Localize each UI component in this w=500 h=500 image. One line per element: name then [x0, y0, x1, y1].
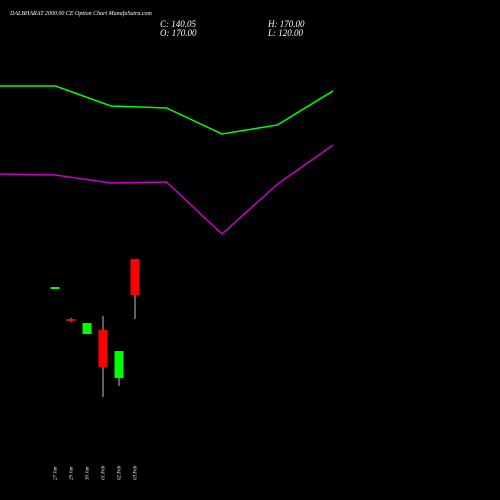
- candle-body: [50, 287, 60, 290]
- high-info: H: 170.00: [267, 19, 305, 29]
- overlay-line: [0, 144, 334, 236]
- low-info: L: 120.00: [267, 28, 304, 38]
- x-tick-label: 01 Feb: [102, 465, 107, 480]
- candle-body: [82, 323, 92, 334]
- x-tick-label: 27 Jan: [54, 466, 59, 480]
- candle-body: [98, 330, 108, 368]
- candle-body: [114, 351, 124, 379]
- candle-body: [66, 318, 76, 321]
- candle-body: [130, 259, 140, 295]
- x-tick-label: 02 Feb: [118, 465, 123, 480]
- x-tick-label: 30 Jan: [86, 466, 91, 480]
- x-tick-label: 03 Feb: [134, 465, 139, 480]
- overlay-line: [0, 85, 334, 135]
- close-info: C: 140.05: [160, 19, 197, 29]
- x-tick-label: 29 Jan: [70, 466, 75, 480]
- open-info: O: 170.00: [160, 28, 197, 38]
- chart-title: DALBHARAT 2000.00 CE Option Chart Munafa…: [9, 10, 153, 17]
